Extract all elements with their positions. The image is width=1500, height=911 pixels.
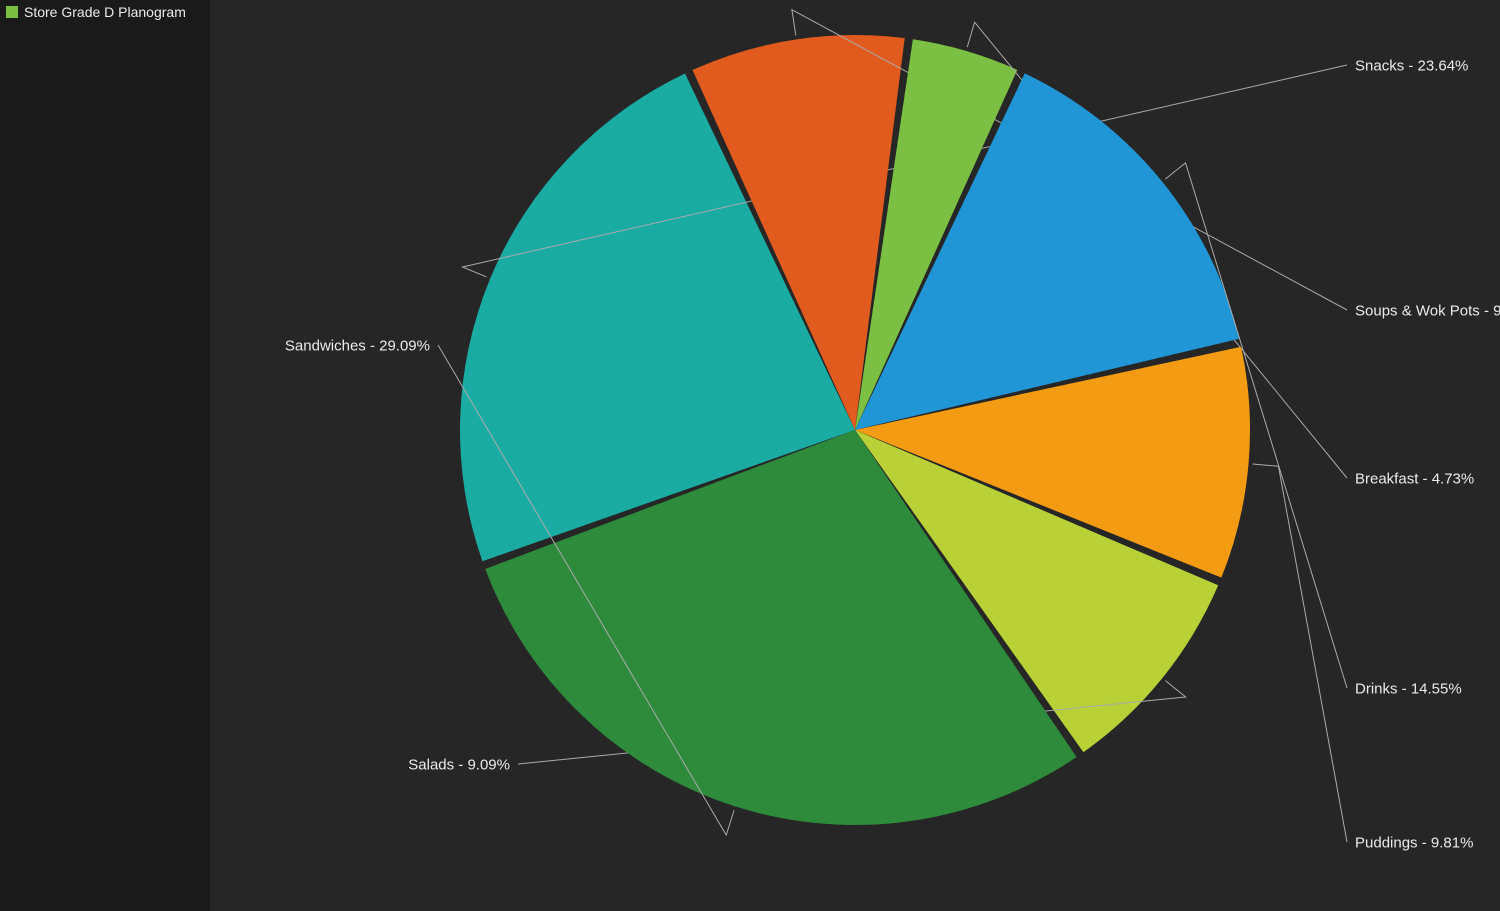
legend-sidebar: Store Grade D Planogram: [0, 0, 210, 911]
slice-label: Salads - 9.09%: [408, 756, 510, 773]
leader-line: [1253, 464, 1347, 842]
slice-label: Drinks - 14.55%: [1355, 680, 1462, 697]
pie-chart: Snacks - 23.64% Soups & Wok Pots - 9.09% B…: [210, 0, 1500, 911]
slice-label: Snacks - 23.64%: [1355, 57, 1468, 74]
slice-label: Puddings - 9.81%: [1355, 834, 1473, 851]
slice-label: Sandwiches - 29.09%: [285, 337, 430, 354]
legend-item: Store Grade D Planogram: [0, 0, 209, 24]
chart-area: Snacks - 23.64% Soups & Wok Pots - 9.09% B…: [210, 0, 1500, 911]
slice-label: Soups & Wok Pots - 9.09%: [1355, 302, 1500, 319]
legend-swatch: [6, 6, 18, 18]
legend-label: Store Grade D Planogram: [24, 4, 186, 20]
slice-label: Breakfast - 4.73%: [1355, 470, 1474, 487]
